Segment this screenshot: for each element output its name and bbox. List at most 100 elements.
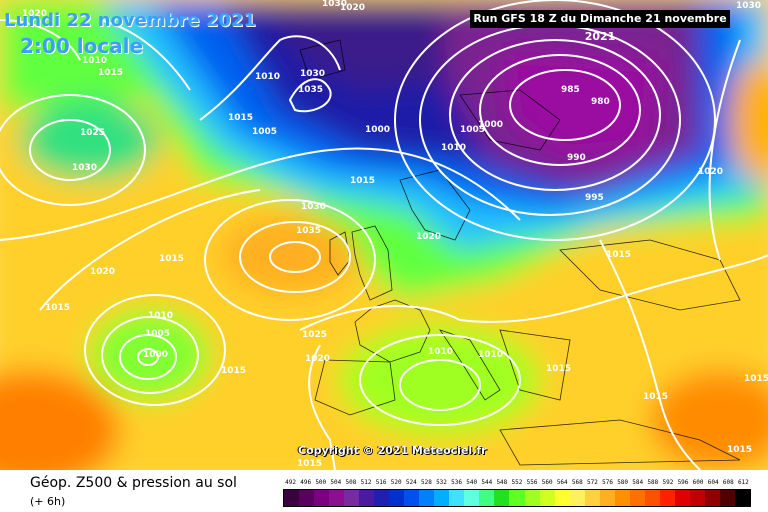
legend-color-swatch	[629, 490, 645, 506]
legend-tick-label: 572	[587, 479, 598, 486]
legend-tick-label: 496	[300, 479, 312, 486]
legend-color-swatch	[494, 490, 510, 506]
isobar-value-label: 1030	[72, 163, 97, 173]
legend-color-swatch	[314, 490, 330, 506]
isobar-value-label: 1015	[727, 445, 752, 455]
legend-color-swatch	[389, 490, 405, 506]
legend-color-swatch	[479, 490, 495, 506]
isobar-value-label: 1010	[82, 56, 107, 66]
legend-tick-label: 584	[632, 479, 644, 486]
legend-tick-label: 492	[285, 479, 296, 486]
isobar-value-label: 980	[591, 97, 610, 107]
isobar-value-label: 1030	[736, 1, 761, 11]
legend-color-swatch	[434, 490, 450, 506]
isobar-value-label: 1020	[698, 167, 723, 177]
legend-color-swatch	[554, 490, 570, 506]
isobar-value-label: 1020	[305, 354, 330, 364]
legend-color-swatch	[404, 490, 420, 506]
isobar-value-label: 1000	[143, 350, 168, 360]
legend-color-swatch	[704, 490, 720, 506]
legend-tick-label: 600	[692, 479, 704, 486]
isobar-value-label: 1005	[460, 125, 485, 135]
forecast-lead-time: (+ 6h)	[30, 495, 66, 508]
isobar-value-label: 1035	[296, 226, 321, 236]
isobar-value-label: 1020	[90, 267, 115, 277]
isobar-value-label: 1030	[301, 202, 326, 212]
legend-tick-label: 608	[722, 479, 734, 486]
legend-tick-label: 596	[677, 479, 689, 486]
legend-tick-label: 560	[541, 479, 553, 486]
isobar-value-label: 1015	[546, 364, 571, 374]
legend-tick-label: 604	[707, 479, 719, 486]
legend-color-swatch	[734, 490, 750, 506]
legend-tick-label: 532	[436, 479, 447, 486]
legend-color-swatch	[464, 490, 480, 506]
isobar-value-label: 1010	[255, 72, 280, 82]
legend-tick-label: 552	[511, 479, 523, 486]
legend-tick-label: 564	[556, 479, 568, 486]
legend-color-swatch	[329, 490, 345, 506]
legend-tick-label: 524	[405, 479, 417, 486]
legend-tick-label: 540	[466, 479, 478, 486]
isobar-value-label: 1015	[606, 250, 631, 260]
isobar-value-label: 1035	[298, 85, 323, 95]
weather-map: 1030102010201010101510251030101010151005…	[0, 0, 768, 470]
legend-tick-label: 588	[647, 479, 659, 486]
legend-tick-label: 548	[496, 479, 508, 486]
legend-color-swatch	[284, 490, 300, 506]
legend-tick-label: 556	[526, 479, 538, 486]
isobar-value-label: 1010	[478, 350, 503, 360]
legend-tick-label: 580	[617, 479, 629, 486]
isobar-value-label: 1015	[221, 366, 246, 376]
legend-tick-label: 612	[737, 479, 749, 486]
legend-tick-label: 500	[315, 479, 327, 486]
legend-tick-label: 576	[602, 479, 613, 486]
isobar-value-label: 985	[561, 85, 580, 95]
isobars	[0, 0, 768, 470]
isobar-value-label: 1030	[300, 69, 325, 79]
isobar-value-label: 1020	[416, 232, 441, 242]
isobar-value-label: 990	[567, 153, 586, 163]
legend-color-swatch	[614, 490, 630, 506]
legend-color-swatch	[569, 490, 585, 506]
legend-color-bar	[283, 489, 751, 507]
legend-tick-label: 536	[451, 479, 462, 486]
legend-color-swatch	[659, 490, 675, 506]
legend-tick-label: 528	[420, 479, 432, 486]
legend-color-swatch	[299, 490, 315, 506]
legend-color-swatch	[539, 490, 555, 506]
isobar-value-label: 1000	[478, 120, 503, 130]
legend-color-swatch	[359, 490, 375, 506]
forecast-date-title: Lundi 22 novembre 2021	[4, 10, 256, 31]
legend-color-swatch	[674, 490, 690, 506]
isobar-value-label: 1015	[159, 254, 184, 264]
isobar-value-label: 1005	[252, 127, 277, 137]
legend-color-swatch	[599, 490, 615, 506]
chart-title: Géop. Z500 & pression au sol	[30, 475, 237, 491]
legend-tick-label: 516	[375, 479, 387, 486]
legend-tick-label: 508	[345, 479, 357, 486]
copyright-label: Copyright © 2021 Meteociel.fr	[298, 444, 487, 457]
isobar-value-label: 1020	[22, 9, 47, 19]
legend-color-swatch	[689, 490, 705, 506]
model-run-label: Run GFS 18 Z du Dimanche 21 novembre 202…	[470, 10, 730, 43]
isobar-value-label: 1005	[145, 329, 170, 339]
legend-color-swatch	[719, 490, 735, 506]
legend-color-swatch	[524, 490, 540, 506]
isobar-value-label: 1020	[340, 3, 365, 13]
legend-tick-label: 520	[390, 479, 402, 486]
isobar-value-label: 1030	[322, 0, 347, 9]
isobar-value-label: 1010	[441, 143, 466, 153]
legend-color-swatch	[509, 490, 525, 506]
legend-tick-label: 568	[571, 479, 583, 486]
forecast-time-title: 2:00 locale	[20, 34, 144, 58]
legend-color-swatch	[344, 490, 360, 506]
isobar-value-label: 1015	[98, 68, 123, 78]
legend-tick-label: 504	[330, 479, 342, 486]
isobar-value-label: 1015	[350, 176, 375, 186]
legend-color-swatch	[449, 490, 465, 506]
isobar-value-label: 1000	[365, 125, 390, 135]
isobar-value-label: 1010	[428, 347, 453, 357]
isobar-value-label: 1025	[80, 128, 105, 138]
